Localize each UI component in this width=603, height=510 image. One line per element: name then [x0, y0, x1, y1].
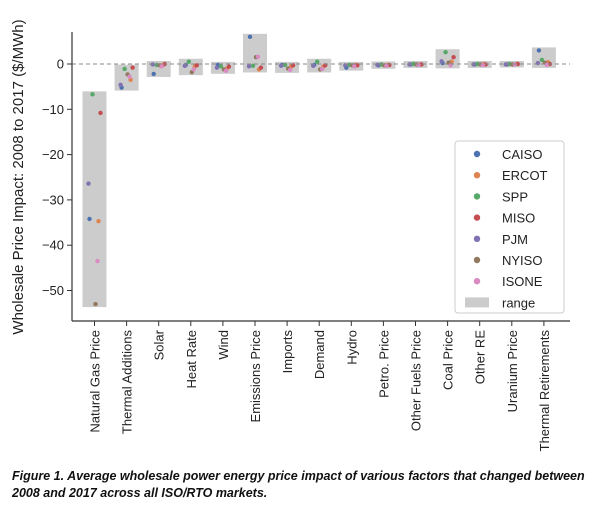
point-isone-4 [191, 67, 196, 72]
figure-caption: Figure 1. Average wholesale power energy… [12, 469, 585, 500]
x-tick-label: Heat Rate [184, 330, 199, 389]
range-bar-4 [178, 58, 203, 76]
x-tick-label: Other RE [473, 330, 488, 385]
range-bar-8 [307, 58, 332, 73]
point-miso-12 [451, 55, 456, 60]
legend-label-pjm: PJM [502, 232, 528, 247]
point-isone-9 [352, 64, 357, 69]
point-spp-2 [122, 66, 127, 72]
x-tick-label: Coal Price [441, 330, 456, 390]
legend-box [454, 140, 565, 314]
point-caiso-6 [247, 34, 253, 40]
legend-marker-ercot [473, 172, 481, 179]
point-spp-4 [186, 59, 191, 64]
point-spp-5 [218, 64, 224, 69]
point-isone-7 [287, 67, 293, 73]
point-miso-5 [226, 64, 232, 69]
legend-label-nyiso: NYISO [502, 253, 542, 268]
point-isone-1 [95, 258, 100, 264]
point-isone-15 [544, 62, 550, 68]
point-isone-11 [416, 62, 421, 68]
point-pjm-6 [246, 64, 252, 69]
point-ercot-1 [96, 218, 101, 224]
point-pjm-2 [118, 82, 123, 88]
point-miso-1 [98, 110, 103, 116]
legend-label-isone: ISONE [502, 274, 543, 289]
y-tick-label: −10 [42, 102, 64, 117]
y-tick-label: −30 [42, 192, 64, 207]
point-spp-7 [282, 62, 288, 68]
point-pjm-1 [86, 181, 91, 186]
y-tick-label: −40 [42, 238, 64, 253]
chart: Wholesale Price Impact: 2008 to 2017 ($/… [10, 19, 570, 452]
range-bar-1 [82, 91, 107, 308]
x-tick-label: Petro. Price [376, 330, 391, 398]
legend-label-caiso: CAISO [502, 147, 542, 162]
y-axis-label: Wholesale Price Impact: 2008 to 2017 ($/… [10, 19, 27, 334]
x-tick-label: Thermal Retirements [537, 330, 552, 452]
point-isone-2 [127, 74, 132, 79]
x-tick-label: Solar [152, 329, 167, 360]
point-miso-2 [130, 65, 135, 70]
legend-label-miso: MISO [502, 211, 535, 226]
point-isone-13 [480, 62, 485, 68]
legend-marker-miso [473, 214, 481, 221]
legend-marker-caiso [473, 150, 481, 158]
point-spp-6 [250, 63, 256, 69]
point-caiso-3 [151, 71, 156, 77]
legend-marker-range [465, 297, 489, 308]
point-isone-10 [384, 63, 389, 69]
legend-marker-pjm [473, 235, 481, 242]
point-spp-1 [90, 92, 95, 97]
legend-marker-nyiso [473, 256, 481, 264]
point-caiso-1 [87, 216, 92, 222]
point-pjm-5 [214, 65, 220, 70]
point-isone-3 [159, 64, 164, 69]
x-tick-label: Thermal Additions [120, 330, 135, 435]
range-bar-15 [531, 47, 556, 68]
point-pjm-8 [311, 63, 316, 69]
point-pjm-15 [535, 60, 541, 66]
x-tick-label: Natural Gas Price [88, 330, 103, 433]
point-spp-8 [315, 59, 320, 64]
legend-label-ercot: ERCOT [502, 168, 548, 183]
point-isone-5 [223, 68, 229, 73]
x-tick-label: Imports [280, 330, 295, 374]
point-miso-4 [194, 63, 199, 68]
legend-marker-isone [473, 278, 481, 285]
point-pjm-10 [375, 62, 380, 68]
point-pjm-4 [182, 63, 187, 69]
point-pjm-7 [278, 63, 284, 69]
point-isone-8 [320, 66, 325, 72]
y-tick-label: 0 [57, 57, 64, 72]
point-miso-6 [258, 65, 264, 70]
point-pjm-14 [503, 62, 508, 67]
point-spp-12 [443, 50, 448, 55]
x-tick-label: Emissions Price [248, 330, 263, 422]
x-tick-label: Demand [312, 330, 327, 379]
legend-marker-spp [473, 193, 481, 200]
y-tick-label: −20 [42, 147, 64, 162]
x-tick-label: Other Fuels Price [409, 330, 424, 431]
legend-label-spp: SPP [502, 189, 528, 204]
legend-label-range: range [502, 295, 535, 310]
x-tick-label: Hydro [344, 330, 359, 365]
x-tick-label: Wind [216, 330, 231, 360]
point-spp-15 [539, 57, 545, 63]
x-tick-label: Uranium Price [505, 330, 520, 412]
point-isone-6 [255, 54, 261, 59]
y-tick-label: −50 [42, 283, 64, 298]
range-bar-3 [146, 61, 171, 77]
point-pjm-12 [439, 59, 444, 64]
point-nyiso-1 [93, 301, 98, 307]
point-caiso-15 [536, 48, 542, 53]
